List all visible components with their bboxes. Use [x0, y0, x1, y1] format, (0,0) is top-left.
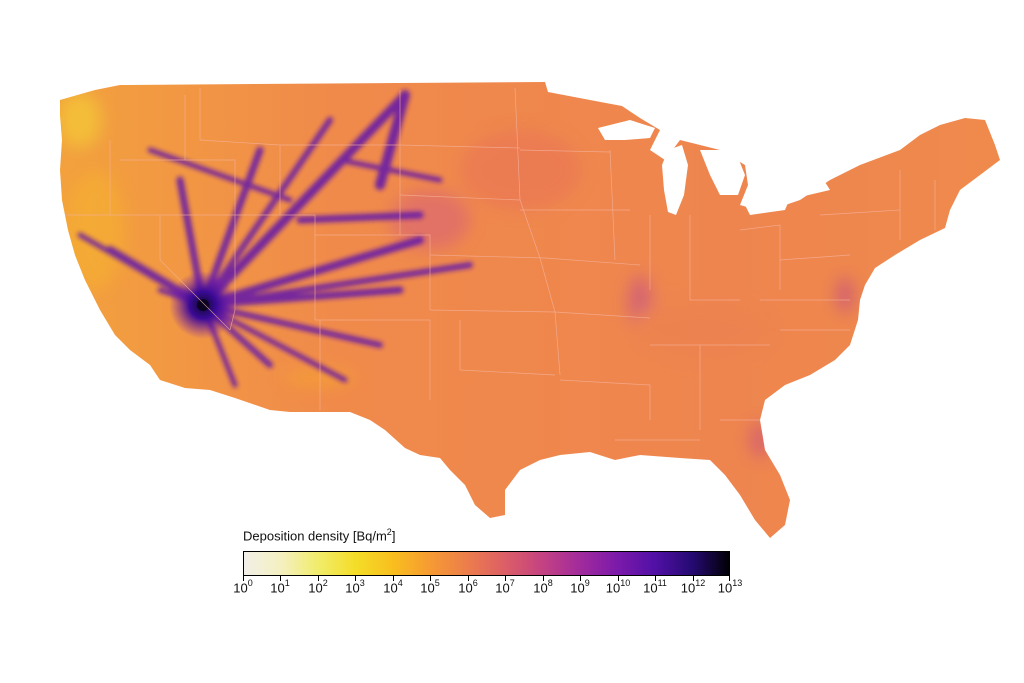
colorbar-tick-label: 101: [270, 578, 290, 596]
colorbar-tick-label: 105: [420, 578, 440, 596]
colorbar-tick-label: 107: [495, 578, 515, 596]
colorbar-tick: [580, 576, 581, 581]
colorbar-tick: [543, 576, 544, 581]
colorbar: [243, 551, 730, 576]
colorbar-tick: [355, 576, 356, 581]
colorbar-tick: [393, 576, 394, 581]
colorbar-tick: [729, 576, 730, 581]
colorbar-tick: [655, 576, 656, 581]
colorbar-tick: [468, 576, 469, 581]
us-landmass: [60, 82, 1000, 538]
colorbar-tick: [318, 576, 319, 581]
colorbar-tick-label: 109: [570, 578, 590, 596]
colorbar-tick-label: 103: [345, 578, 365, 596]
colorbar-tick: [693, 576, 694, 581]
colorbar-tick: [243, 576, 244, 581]
colorbar-tick: [618, 576, 619, 581]
colorbar-title: Deposition density [Bq/m2]: [243, 527, 396, 544]
colorbar-tick: [430, 576, 431, 581]
colorbar-tick-label: 1012: [680, 578, 706, 596]
state-borders: [65, 87, 936, 441]
colorbar-tick-label: 108: [533, 578, 553, 596]
colorbar-tick-label: 106: [458, 578, 478, 596]
great-lakes: [598, 120, 830, 215]
colorbar-tick-label: 1010: [605, 578, 631, 596]
colorbar-tick: [280, 576, 281, 581]
colorbar-tick-label: 100: [233, 578, 253, 596]
colorbar-ticks: 100 101 102 103 104 105 106 107 108 109 1010 1011 10…: [233, 576, 742, 606]
colorbar-tick-label: 1011: [643, 578, 667, 596]
colorbar-tick-label: 102: [308, 578, 328, 596]
colorbar-tick: [505, 576, 506, 581]
colorbar-tick-label: 1013: [717, 578, 743, 596]
colorbar-tick-label: 104: [383, 578, 403, 596]
